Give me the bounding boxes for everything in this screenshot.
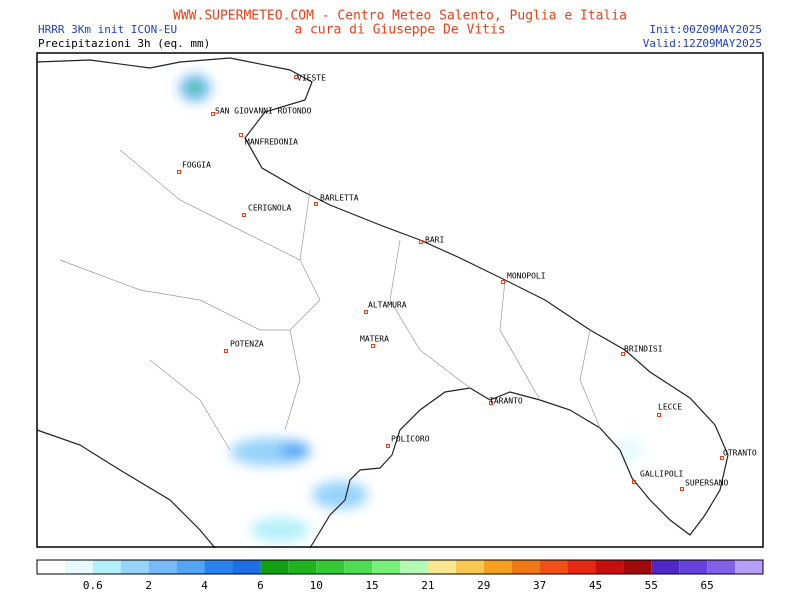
city-marker — [211, 112, 215, 116]
city-label: GALLIPOLI — [640, 470, 684, 479]
color-swatch — [455, 560, 484, 574]
colorbar-label: 21 — [421, 579, 434, 592]
city-marker — [371, 344, 375, 348]
color-swatch — [511, 560, 540, 574]
city-marker — [224, 349, 228, 353]
city-marker — [242, 213, 246, 217]
city-label: MANFREDONIA — [245, 138, 298, 147]
precip — [179, 74, 644, 542]
color-swatch — [176, 560, 205, 574]
color-swatch — [427, 560, 456, 574]
colorbar-label: 29 — [477, 579, 490, 592]
color-swatch — [260, 560, 289, 574]
city-label: OTRANTO — [723, 449, 757, 458]
colorbar-label: 15 — [365, 579, 378, 592]
color-swatch — [483, 560, 512, 574]
city-label: TARANTO — [489, 397, 523, 406]
color-swatch — [707, 560, 736, 574]
colorbar-label: 4 — [201, 579, 208, 592]
colorbar-label: 2 — [145, 579, 152, 592]
city-label: SUPERSANO — [685, 479, 729, 488]
colorbar-label: 10 — [310, 579, 323, 592]
init: Init:00Z09MAY2025 — [649, 23, 762, 36]
title: WWW.SUPERMETEO.COM - Centro Meteo Salent… — [173, 9, 627, 24]
city-label: MONOPOLI — [507, 272, 546, 281]
city-label: BARI — [425, 236, 444, 245]
color-swatch — [623, 560, 652, 574]
city-label: POLICORO — [391, 435, 430, 444]
city-marker — [632, 480, 636, 484]
color-swatch — [679, 560, 708, 574]
colorbar-label: 6 — [257, 579, 264, 592]
color-swatch — [539, 560, 568, 574]
city-marker — [239, 133, 243, 137]
city-marker — [720, 456, 724, 460]
cities: VIESTE SAN GIOVANNI ROTONDO MANFREDONIA FOG… — [177, 74, 757, 491]
colorbar-label: 65 — [701, 579, 714, 592]
color-swatch — [372, 560, 400, 574]
color-swatch — [735, 560, 763, 574]
city-marker — [657, 413, 661, 417]
color-swatch — [232, 560, 261, 574]
city-marker — [680, 487, 684, 491]
city-marker — [177, 170, 181, 174]
city-label: BRINDISI — [624, 345, 663, 354]
city-marker — [489, 401, 493, 405]
color-swatch — [316, 560, 345, 574]
city-marker — [419, 240, 423, 244]
city-label: CERIGNOLA — [248, 204, 292, 213]
valid: Valid:12Z09MAY2025 — [643, 37, 762, 50]
color-swatch — [148, 560, 177, 574]
color-swatch — [595, 560, 624, 574]
credit: a cura di Giuseppe De Vitis — [294, 23, 505, 38]
model: HRRR 3Km init ICON-EU — [38, 23, 177, 36]
city-label: SAN GIOVANNI ROTONDO — [215, 107, 312, 116]
colorbar-label: 55 — [645, 579, 658, 592]
color-swatch — [400, 560, 428, 574]
city-marker — [501, 280, 505, 284]
city-label: LECCE — [658, 403, 682, 412]
city-marker — [364, 310, 368, 314]
city-label: BARLETTA — [320, 194, 359, 203]
colorbar-label: 45 — [589, 579, 602, 592]
city-marker — [314, 202, 318, 206]
color-swatch — [567, 560, 596, 574]
color-swatch — [92, 560, 121, 574]
colorbar-frame — [36, 559, 764, 575]
city-marker — [386, 444, 390, 448]
colorbar: 0.6 2 4 6 10 15 21 29 37 45 55 65 — [36, 559, 764, 592]
color-swatch — [64, 560, 93, 574]
city-marker — [621, 352, 625, 356]
map — [36, 52, 764, 549]
colorbar-label: 37 — [533, 579, 546, 592]
color-swatch — [204, 560, 233, 574]
city-label: MATERA — [360, 335, 389, 344]
city-marker — [294, 75, 298, 79]
color-swatch — [344, 560, 373, 574]
color-swatch — [651, 560, 680, 574]
color-swatch — [37, 560, 65, 574]
color-swatch — [120, 560, 149, 574]
city-label: POTENZA — [230, 340, 264, 349]
city-label: VIESTE — [297, 74, 326, 83]
field: Precipitazioni 3h (eq. mm) — [38, 37, 210, 50]
color-swatch — [288, 560, 317, 574]
city-label: FOGGIA — [182, 161, 211, 170]
city-label: ALTAMURA — [368, 301, 407, 310]
colorbar-label: 0.6 — [83, 579, 103, 592]
